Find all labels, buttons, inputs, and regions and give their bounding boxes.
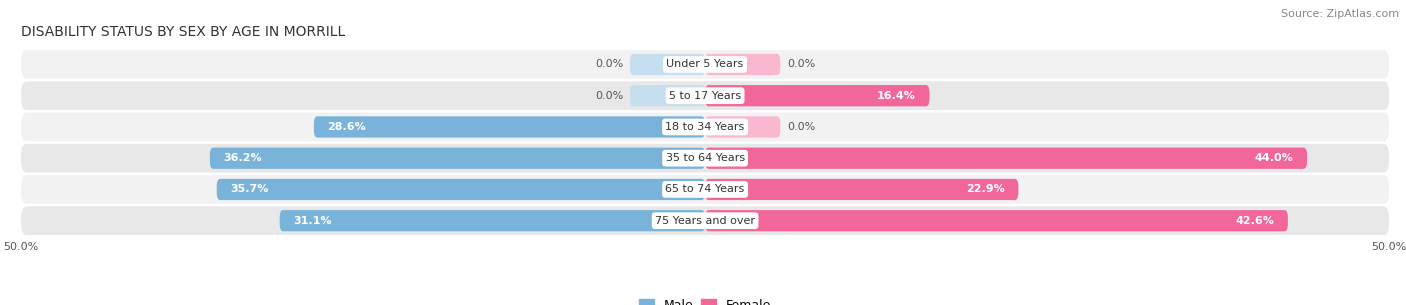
FancyBboxPatch shape (314, 116, 706, 138)
FancyBboxPatch shape (21, 175, 1389, 204)
Text: Under 5 Years: Under 5 Years (666, 59, 744, 70)
Text: 35 to 64 Years: 35 to 64 Years (665, 153, 745, 163)
FancyBboxPatch shape (280, 210, 706, 231)
Text: 0.0%: 0.0% (787, 59, 815, 70)
FancyBboxPatch shape (21, 81, 1389, 110)
Text: 18 to 34 Years: 18 to 34 Years (665, 122, 745, 132)
Text: 44.0%: 44.0% (1254, 153, 1294, 163)
FancyBboxPatch shape (706, 85, 929, 106)
FancyBboxPatch shape (630, 85, 706, 106)
Text: 22.9%: 22.9% (966, 185, 1005, 195)
Text: 0.0%: 0.0% (595, 91, 623, 101)
FancyBboxPatch shape (21, 206, 1389, 235)
FancyBboxPatch shape (217, 179, 706, 200)
FancyBboxPatch shape (706, 179, 1018, 200)
Text: 5 to 17 Years: 5 to 17 Years (669, 91, 741, 101)
Text: 0.0%: 0.0% (595, 59, 623, 70)
Text: 0.0%: 0.0% (787, 122, 815, 132)
Text: DISABILITY STATUS BY SEX BY AGE IN MORRILL: DISABILITY STATUS BY SEX BY AGE IN MORRI… (21, 25, 346, 39)
FancyBboxPatch shape (209, 148, 706, 169)
FancyBboxPatch shape (706, 54, 780, 75)
Text: 16.4%: 16.4% (877, 91, 915, 101)
FancyBboxPatch shape (630, 54, 706, 75)
FancyBboxPatch shape (21, 50, 1389, 79)
FancyBboxPatch shape (706, 148, 1308, 169)
FancyBboxPatch shape (21, 113, 1389, 141)
FancyBboxPatch shape (21, 144, 1389, 173)
Text: 42.6%: 42.6% (1236, 216, 1274, 226)
Text: 28.6%: 28.6% (328, 122, 367, 132)
Text: 75 Years and over: 75 Years and over (655, 216, 755, 226)
Text: Source: ZipAtlas.com: Source: ZipAtlas.com (1281, 9, 1399, 19)
Legend: Male, Female: Male, Female (638, 299, 772, 305)
FancyBboxPatch shape (706, 210, 1288, 231)
FancyBboxPatch shape (706, 116, 780, 138)
Text: 35.7%: 35.7% (231, 185, 269, 195)
Text: 36.2%: 36.2% (224, 153, 262, 163)
Text: 65 to 74 Years: 65 to 74 Years (665, 185, 745, 195)
Text: 31.1%: 31.1% (294, 216, 332, 226)
